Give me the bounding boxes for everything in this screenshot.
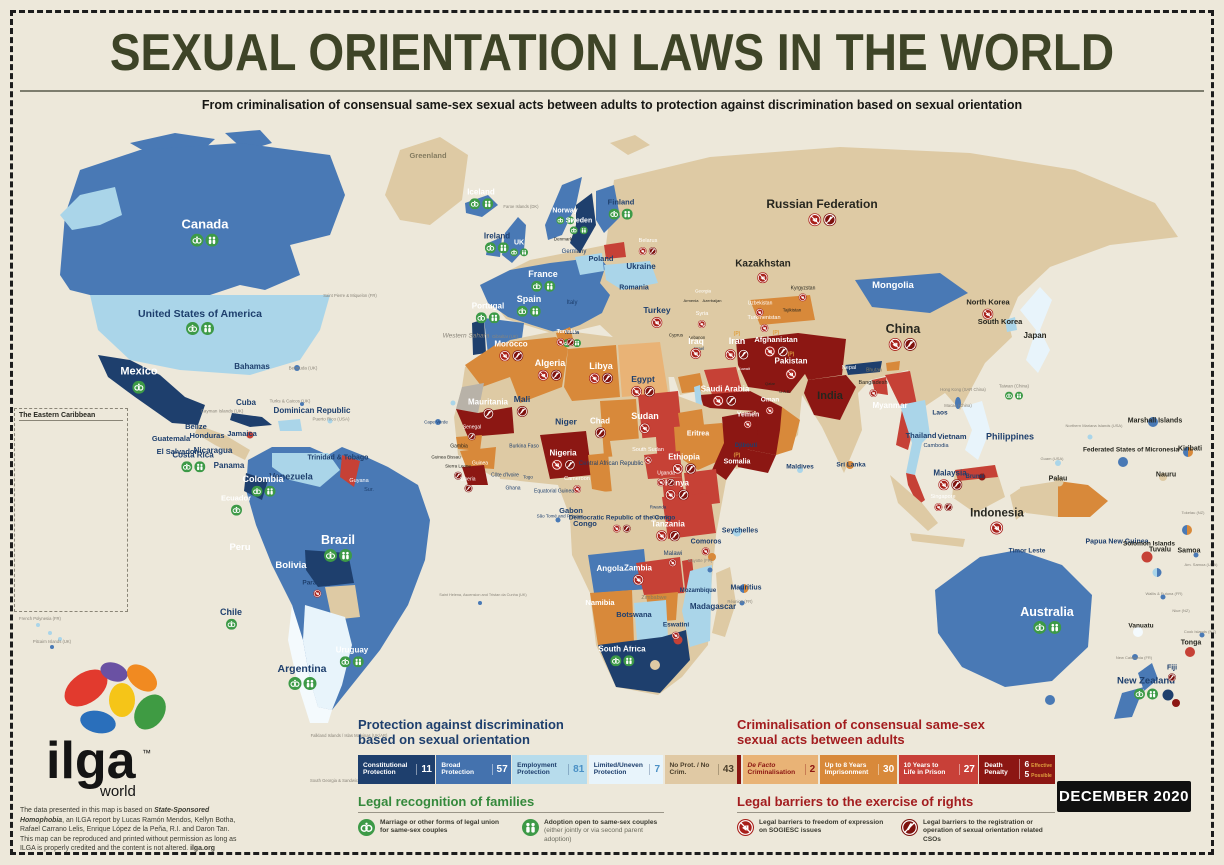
eurasia-base-shape: [480, 147, 1178, 473]
attribution-part1: The data presented in this map is based …: [20, 807, 155, 814]
cso-barrier-icon: [901, 818, 918, 841]
ilga-logo-svg: ilga ™ world: [46, 662, 166, 800]
legend-box-8years: Up to 8 Years Imprisonment 30: [819, 754, 898, 784]
legend-box-neutral: No Prot. / No Crim. 43: [664, 754, 737, 784]
ilga-wordmark: ilga: [46, 732, 137, 790]
title-rule: [20, 90, 1204, 92]
south-america-shapes: [244, 447, 430, 723]
legend-protection: Protection against discrimination based o…: [358, 717, 738, 845]
barriers-heading: Legal barriers to the exercise of rights: [737, 793, 974, 809]
date-badge: DECEMBER 2020: [1057, 781, 1191, 812]
legend-protection-heading: Protection against discrimination based o…: [358, 717, 564, 747]
inset-title: The Eastern Caribbean: [19, 412, 123, 421]
marriage-icon: [358, 818, 375, 836]
oceania-shapes: [36, 417, 1205, 719]
families-items: Marriage or other forms of legal union f…: [358, 818, 688, 845]
marriage-legend-item: Marriage or other forms of legal union f…: [358, 818, 508, 845]
legend-crim-heading: Criminalisation of consensual same-sex se…: [737, 717, 985, 747]
legend-criminalisation: Criminalisation of consensual same-sex se…: [737, 717, 1057, 845]
world-map-svg: [36, 130, 1205, 723]
protection-bar: Constitutional Protection 11 Broad Protec…: [358, 754, 737, 784]
legend-box-death: Death Penalty 6 Effective 5 Possible: [979, 754, 1056, 784]
expression-barrier-legend-item: Legal barriers to freedom of expression …: [737, 818, 887, 845]
ilga-logo: ilga ™ world: [38, 660, 208, 805]
adoption-icon: [522, 818, 539, 836]
families-heading: Legal recognition of families: [358, 793, 535, 809]
attribution-report-title: State-Sponsored Homophobia: [20, 807, 210, 824]
cso-barrier-icon: [901, 818, 918, 836]
adoption-icon: [522, 818, 539, 841]
ilga-tm: ™: [142, 748, 151, 758]
asia-shapes: [797, 287, 1108, 547]
families-rule: [358, 811, 664, 813]
cso-barrier-legend-item: Legal barriers to the registration or op…: [901, 818, 1051, 845]
ilga-flower-icon: [64, 662, 166, 734]
world-map: [10, 125, 1214, 725]
adoption-legend-item: Adoption open to same-sex couples (either…: [522, 818, 672, 845]
ilga-world: world: [99, 783, 136, 800]
legend-box-broad: Broad Protection 57: [436, 754, 511, 784]
africa-shapes: [435, 327, 758, 695]
page-title: SEXUAL ORIENTATION LAWS IN THE WORLD: [109, 23, 1115, 82]
barriers-items: Legal barriers to freedom of expression …: [737, 818, 1067, 845]
barriers-rule: [737, 811, 1055, 813]
expression-barrier-icon: [737, 818, 754, 841]
greenland-shape: [385, 137, 468, 225]
legend-box-defacto: De Facto Criminalisation 2: [742, 754, 819, 784]
expression-barrier-icon: [737, 818, 754, 836]
eastern-caribbean-inset: The Eastern Caribbean: [14, 408, 128, 612]
attribution-part2: , an ILGA report by Lucas Ramón Mendos, …: [20, 816, 237, 853]
criminalisation-bar: De Facto Criminalisation 2 Up to 8 Years …: [737, 754, 1056, 784]
attribution-site: ilga.org: [190, 845, 215, 853]
header: SEXUAL ORIENTATION LAWS IN THE WORLD Fro…: [0, 22, 1224, 112]
legend-box-10tolife: 10 Years to Life in Prison 27: [898, 754, 978, 784]
legend-box-constitutional: Constitutional Protection 11: [358, 754, 435, 784]
attribution-text: The data presented in this map is based …: [20, 806, 238, 854]
legend-box-employment: Employment Protection 81: [512, 754, 588, 784]
criminalisation-lead-strip: [737, 754, 741, 784]
marriage-icon: [358, 818, 375, 841]
page-subtitle: From criminalisation of consensual same-…: [201, 98, 1023, 112]
legend-box-limited: Limited/Uneven Protection 7: [588, 754, 664, 784]
